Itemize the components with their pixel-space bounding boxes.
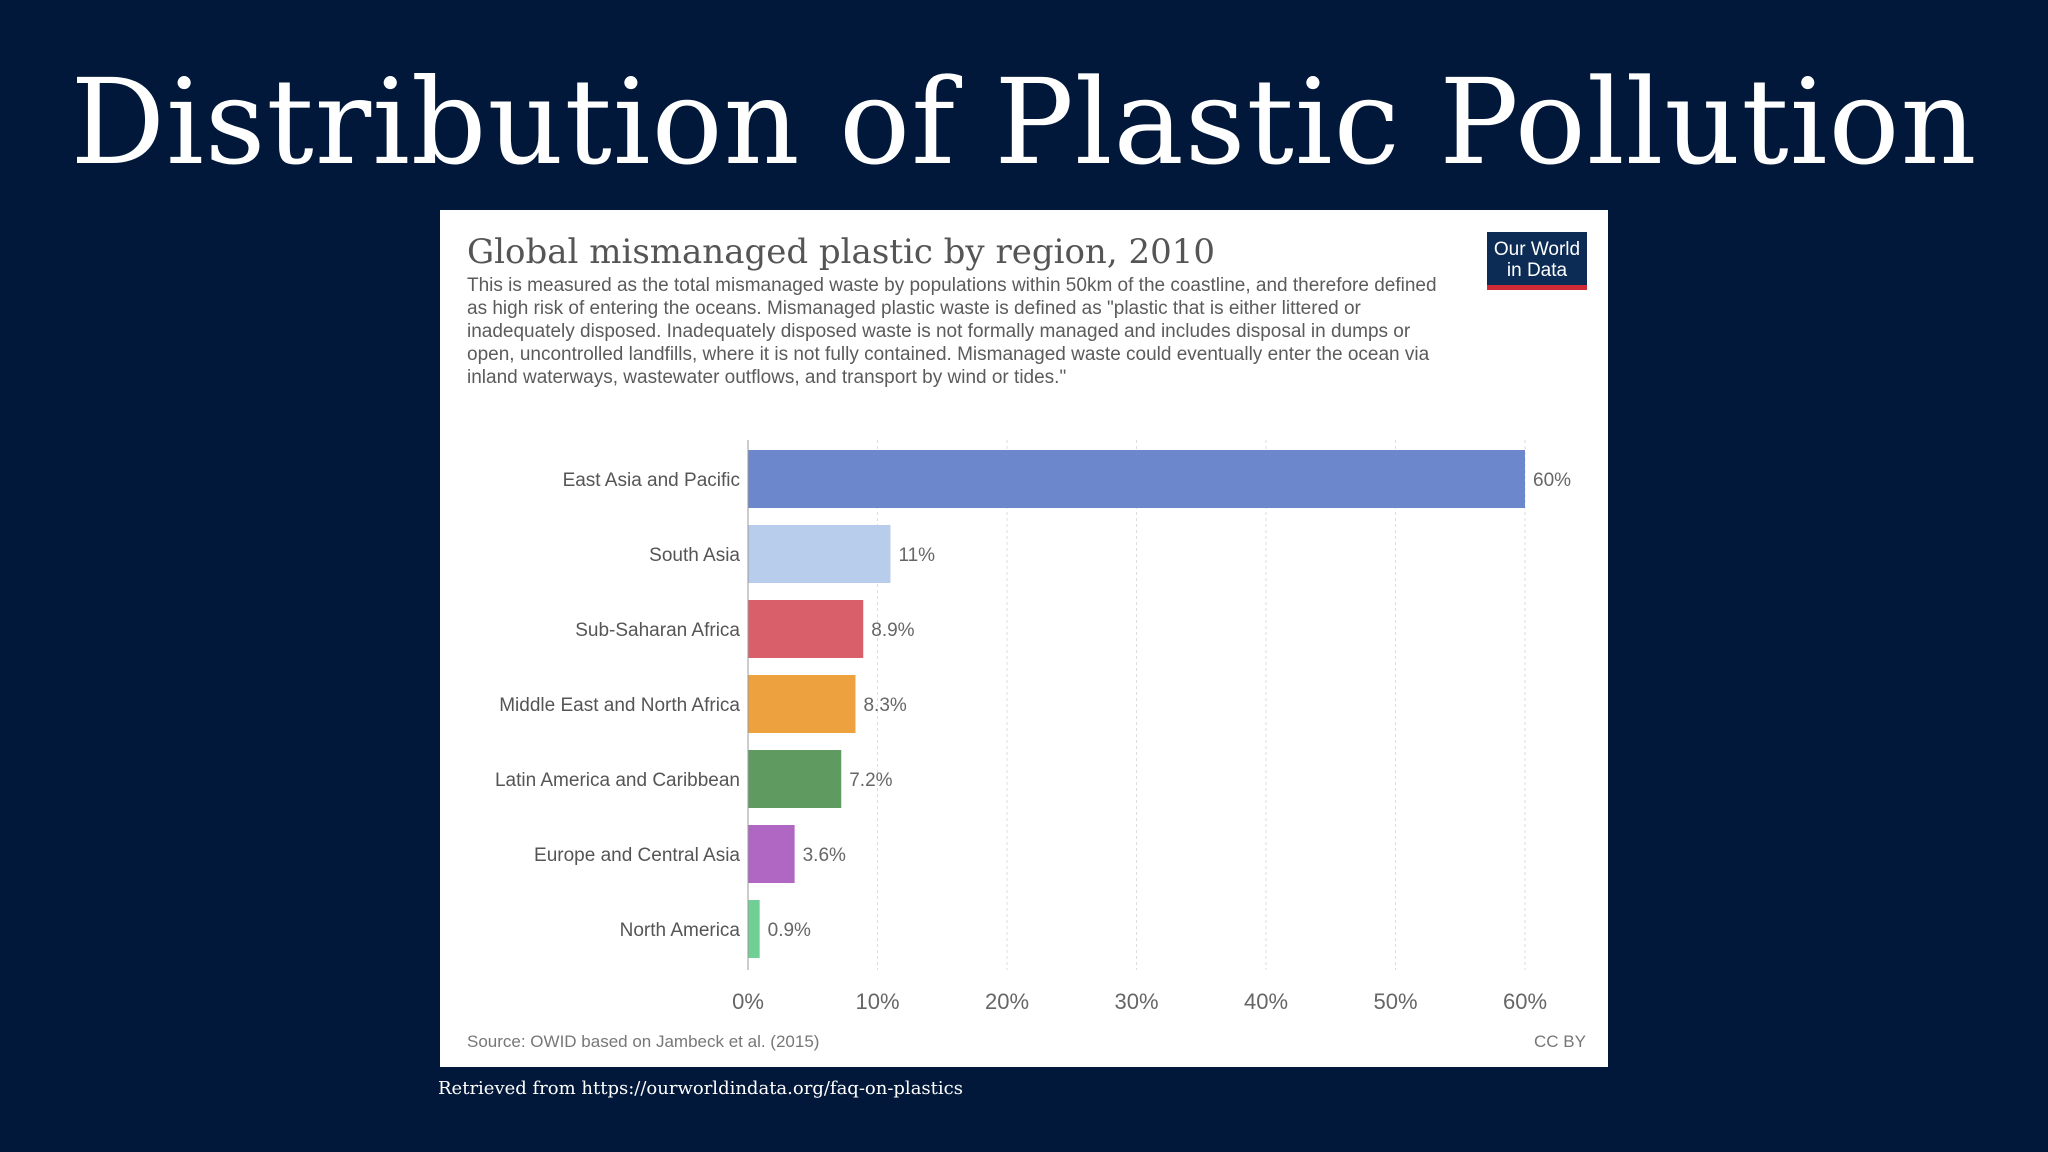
bar-chart: 0% 10% 20% 30% 40% 50% 60% East Asia and Pacifi… [495,440,1571,1014]
x-tick-label: 60% [1503,989,1547,1014]
chart-card: Global mismanaged plastic by region, 201… [440,210,1608,1067]
retrieved-note: Retrieved from https://ourworldindata.or… [438,1078,963,1099]
chart-title: Global mismanaged plastic by region, 201… [467,232,1215,272]
value-label: 11% [898,545,935,566]
value-label: 7.2% [849,770,892,791]
category-label: Middle East and North Africa [499,695,740,716]
slide-title: Distribution of Plastic Pollution [70,53,1978,191]
bar-2 [748,600,864,658]
category-label: Sub-Saharan Africa [575,620,740,641]
category-label: North America [620,920,741,941]
x-tick-label: 50% [1373,989,1417,1014]
bar-5 [748,825,795,883]
x-tick-label: 0% [732,989,764,1014]
bar-6 [748,900,760,958]
bar-0 [748,450,1525,508]
x-tick-label: 20% [985,989,1029,1014]
chart-license[interactable]: CC BY [1534,1032,1586,1051]
category-label: Latin America and Caribbean [495,770,740,791]
bar-4 [748,750,842,808]
x-tick-label: 10% [855,989,899,1014]
category-label: East Asia and Pacific [563,470,740,491]
owid-logo[interactable]: Our World in Data [1487,232,1587,290]
value-label: 3.6% [803,845,846,866]
bar-1 [748,525,891,583]
chart-source: Source: OWID based on Jambeck et al. (20… [467,1032,820,1051]
bar-3 [748,675,856,733]
x-tick-label: 40% [1244,989,1288,1014]
value-label: 8.9% [871,620,914,641]
value-label: 60% [1533,470,1571,491]
category-label: South Asia [649,545,740,566]
x-tick-label: 30% [1114,989,1158,1014]
logo-line-2: in Data [1506,260,1568,281]
category-label: Europe and Central Asia [534,845,740,866]
value-label: 8.3% [863,695,906,716]
logo-line-1: Our World [1493,239,1581,260]
value-label: 0.9% [768,920,811,941]
chart-subtitle: This is measured as the total mismanaged… [467,275,1437,388]
